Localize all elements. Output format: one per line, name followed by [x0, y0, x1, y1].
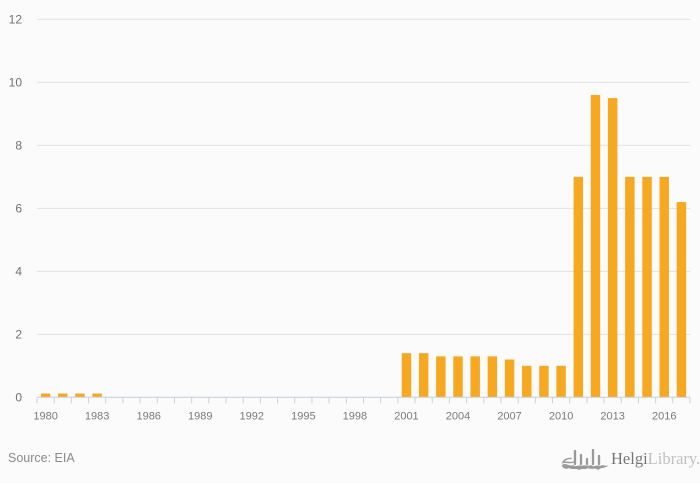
svg-text:HelgiLibrary.: HelgiLibrary. — [611, 449, 700, 468]
svg-text:2007: 2007 — [497, 410, 521, 422]
svg-text:2010: 2010 — [549, 410, 573, 422]
svg-text:Source: EIA: Source: EIA — [8, 451, 75, 465]
svg-text:2001: 2001 — [394, 410, 418, 422]
svg-text:2: 2 — [15, 327, 22, 341]
svg-text:2004: 2004 — [446, 410, 470, 422]
svg-text:12: 12 — [9, 12, 23, 26]
svg-text:10: 10 — [9, 75, 23, 89]
svg-text:6: 6 — [15, 201, 22, 215]
svg-text:4: 4 — [15, 264, 22, 278]
svg-text:1986: 1986 — [136, 410, 160, 422]
svg-text:1980: 1980 — [33, 410, 57, 422]
svg-text:1989: 1989 — [188, 410, 212, 422]
svg-text:2016: 2016 — [652, 410, 676, 422]
svg-text:1998: 1998 — [343, 410, 367, 422]
svg-text:2013: 2013 — [600, 410, 624, 422]
svg-text:1995: 1995 — [291, 410, 315, 422]
svg-text:1983: 1983 — [85, 410, 109, 422]
svg-text:8: 8 — [15, 138, 22, 152]
svg-text:0: 0 — [15, 390, 22, 404]
svg-text:1992: 1992 — [240, 410, 264, 422]
